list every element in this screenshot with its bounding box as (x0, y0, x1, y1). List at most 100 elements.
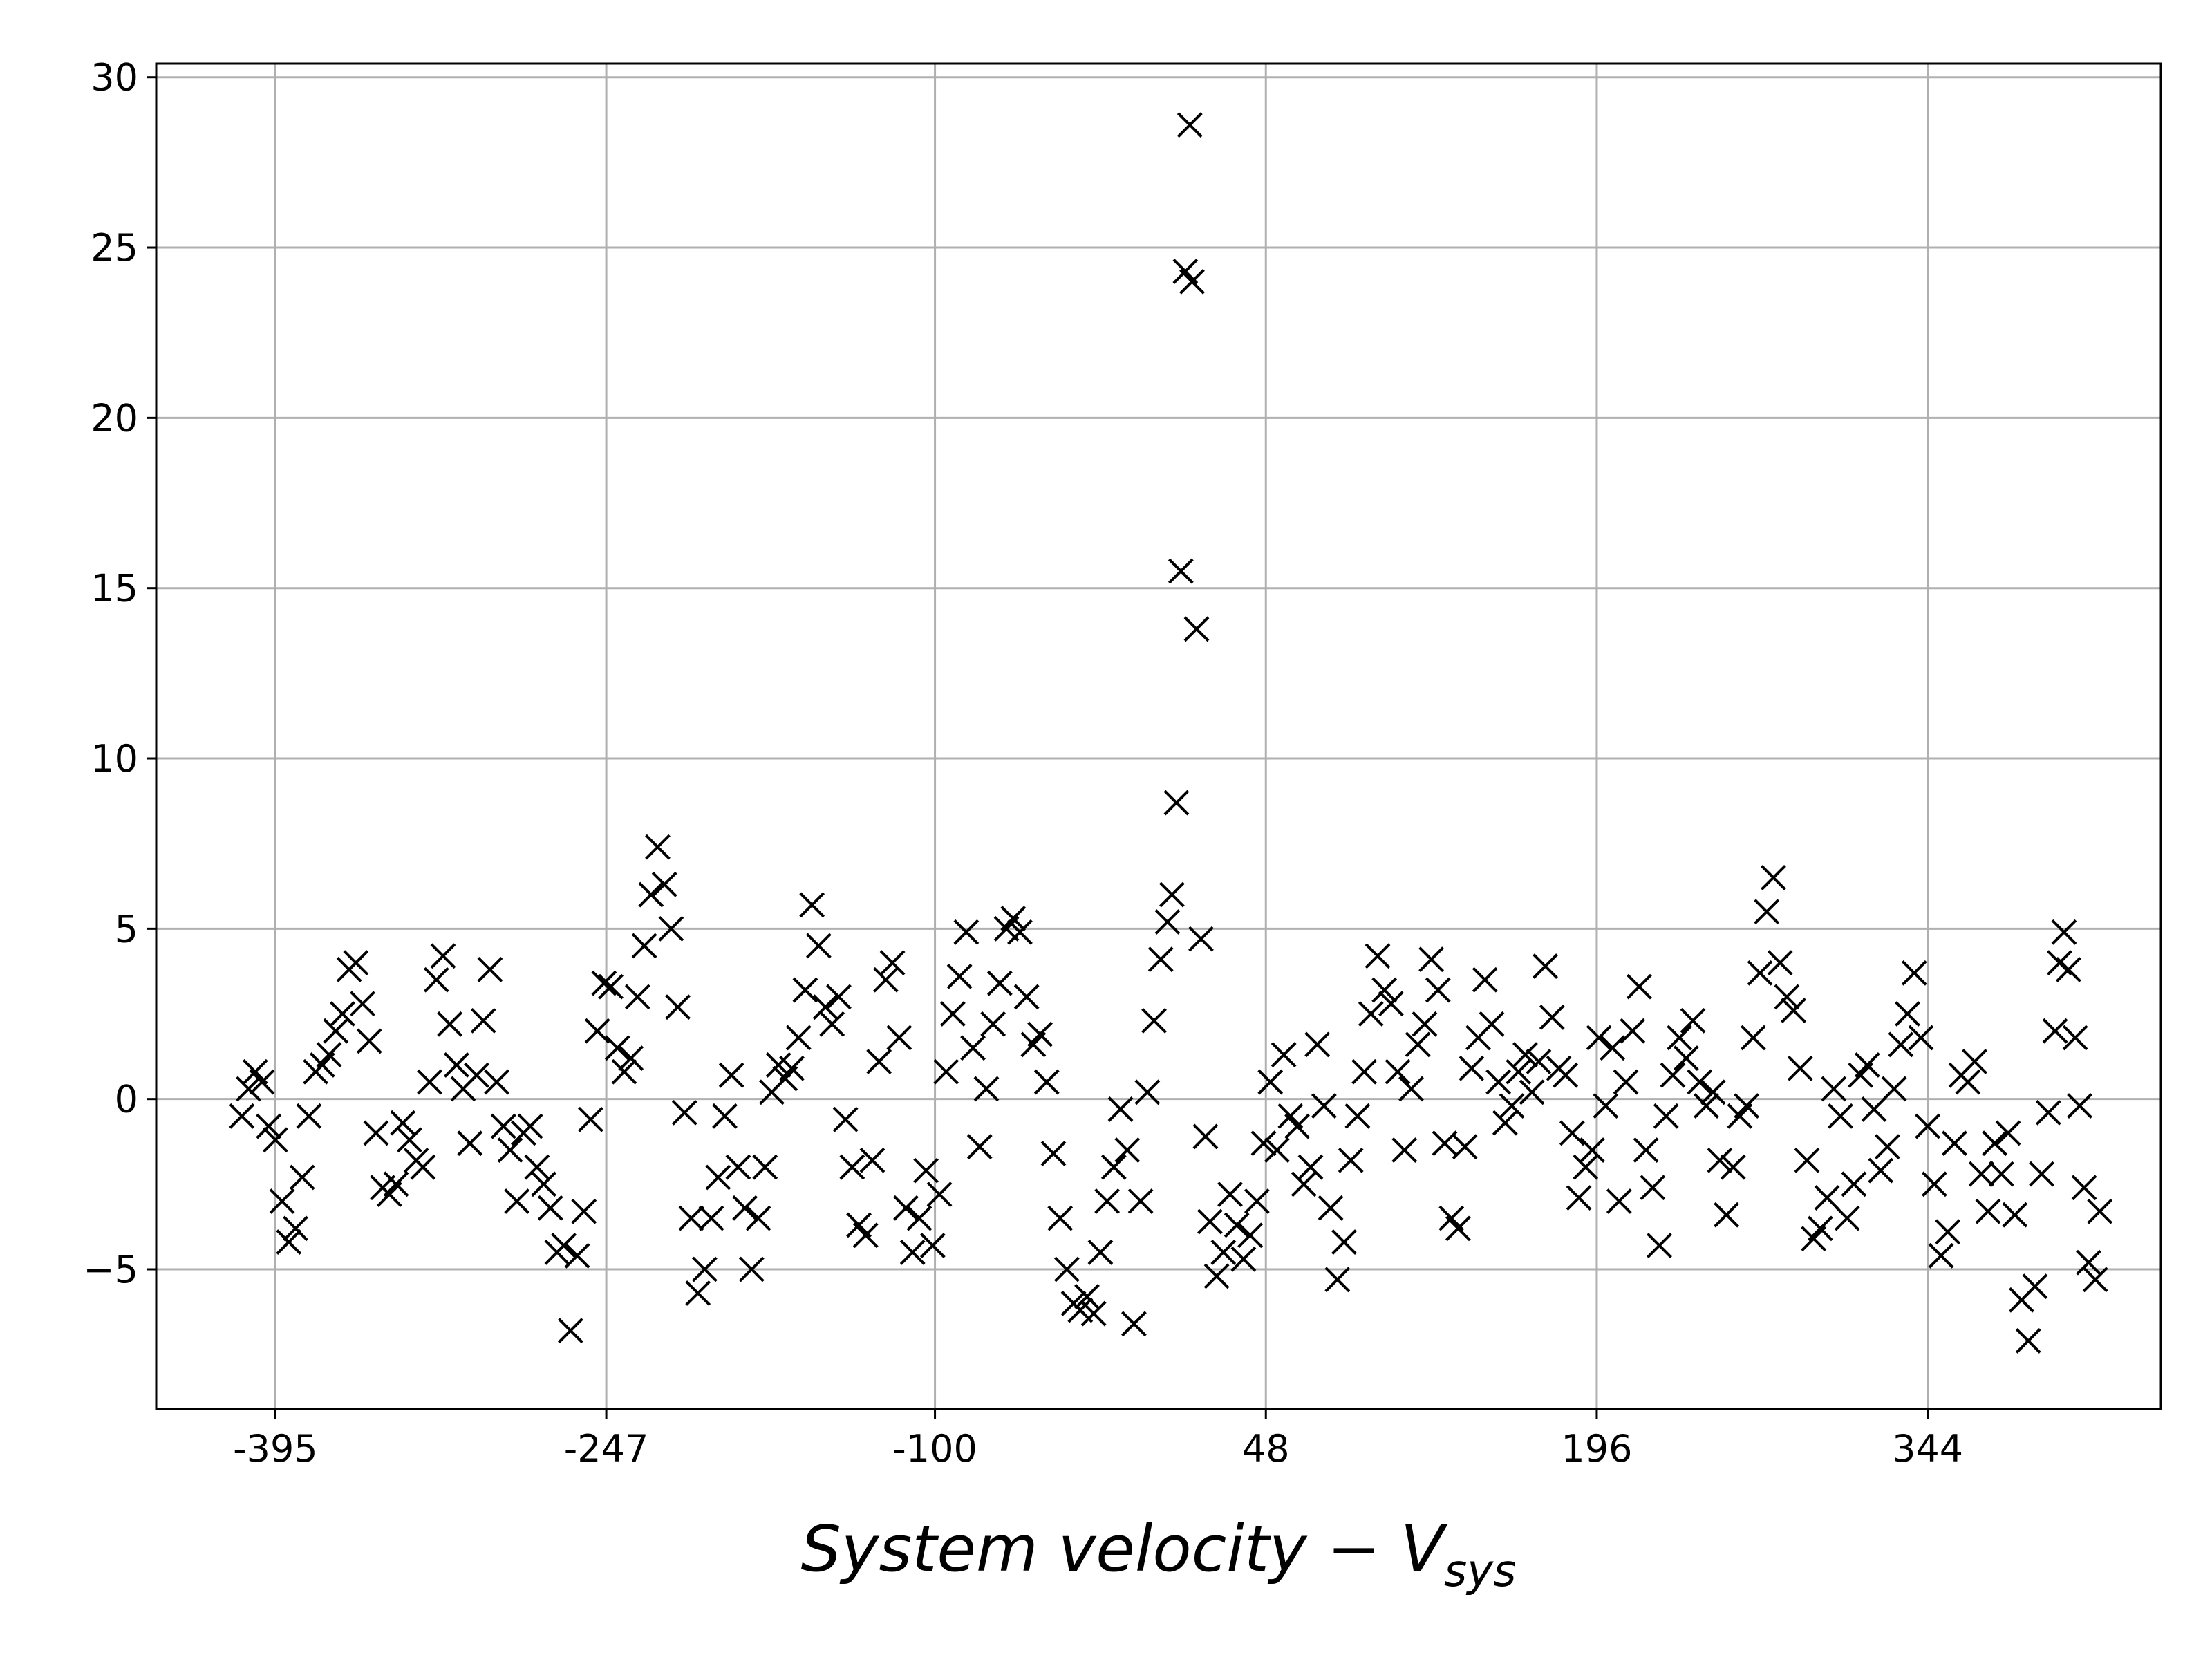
point (1224, 1212, 1250, 1238)
y-tick-label: 10 (91, 737, 138, 781)
point (1834, 1205, 1860, 1231)
point (1553, 1062, 1579, 1088)
point (913, 1157, 939, 1184)
point (852, 1222, 879, 1249)
point (1626, 973, 1652, 1000)
point (651, 871, 677, 897)
point (839, 1154, 865, 1180)
point (1673, 1045, 1699, 1071)
point (1358, 1001, 1384, 1027)
point (484, 1069, 510, 1095)
point (1192, 1123, 1219, 1150)
point (1580, 1137, 1605, 1163)
point (1188, 926, 1214, 952)
point (1203, 1263, 1230, 1289)
point (1271, 1042, 1297, 1068)
point (517, 1113, 543, 1139)
y-tick-label: 0 (115, 1078, 138, 1121)
point (685, 1280, 711, 1306)
point (812, 994, 838, 1020)
point (437, 1011, 463, 1037)
point (1121, 1311, 1147, 1337)
point (1881, 1076, 1907, 1102)
point (1365, 943, 1391, 969)
point (1908, 1025, 1934, 1051)
point (1814, 1185, 1840, 1211)
point (745, 1205, 771, 1231)
point (1928, 1242, 1954, 1269)
point (591, 970, 617, 996)
point (1297, 1154, 1324, 1180)
point (1653, 1103, 1679, 1129)
point (1828, 1103, 1853, 1129)
point (1304, 1031, 1331, 1058)
point (1680, 1007, 1706, 1034)
point (691, 1256, 718, 1282)
point (1264, 1137, 1290, 1163)
point (2042, 1018, 2068, 1044)
point (1159, 881, 1185, 908)
point (712, 1103, 738, 1129)
point (1412, 1011, 1438, 1037)
point (1767, 950, 1793, 976)
point (1244, 1188, 1270, 1214)
point (1640, 1175, 1666, 1201)
point (1647, 1233, 1672, 1258)
point (859, 1147, 885, 1173)
point (1179, 268, 1205, 295)
point (1080, 1300, 1107, 1327)
point (2015, 1328, 2041, 1354)
point (1033, 1069, 1060, 1095)
point (2082, 1267, 2108, 1293)
point (1452, 1134, 1478, 1160)
point (832, 1106, 859, 1132)
point (1459, 1055, 1485, 1081)
point (2071, 1175, 2097, 1201)
point (1217, 1182, 1243, 1208)
x-axis-label-text: System velocity − V (801, 1512, 1448, 1586)
point (645, 834, 671, 860)
point (738, 1256, 765, 1282)
point (1700, 1079, 1726, 1105)
point (973, 1076, 1000, 1102)
point (1506, 1058, 1532, 1085)
point (1432, 1130, 1458, 1157)
point (1895, 1001, 1920, 1027)
point (1539, 1005, 1565, 1030)
point (1955, 1069, 1981, 1095)
x-tick-label: 344 (1892, 1427, 1963, 1470)
point (1385, 1058, 1411, 1085)
point (1747, 960, 1773, 986)
point (618, 1045, 644, 1071)
point (1371, 977, 1398, 1003)
x-tick-label: 48 (1242, 1427, 1290, 1470)
point (658, 915, 684, 942)
point (966, 1134, 993, 1160)
point (1087, 1239, 1114, 1265)
point (1868, 1157, 1894, 1184)
point (1472, 967, 1498, 993)
point (946, 963, 973, 989)
point (792, 977, 818, 1003)
point (1163, 790, 1190, 816)
point (1107, 1096, 1134, 1122)
point (1425, 977, 1451, 1003)
point (1027, 1021, 1053, 1047)
point (1391, 1137, 1418, 1163)
point (1968, 1161, 1994, 1187)
point (1754, 899, 1780, 925)
point (443, 1052, 469, 1078)
point (725, 1154, 751, 1180)
point (1854, 1052, 1880, 1078)
point (343, 950, 369, 976)
point (819, 1011, 845, 1037)
point (1405, 1031, 1431, 1058)
point (229, 1103, 255, 1129)
ticks: -395 -247 -100 48 196 344 −5 0 5 10 15 20 25 30 (83, 56, 1963, 1470)
point (1620, 1018, 1646, 1044)
point (678, 1205, 704, 1231)
point (564, 1242, 590, 1269)
point (1888, 1031, 1914, 1058)
point (1915, 1113, 1941, 1139)
